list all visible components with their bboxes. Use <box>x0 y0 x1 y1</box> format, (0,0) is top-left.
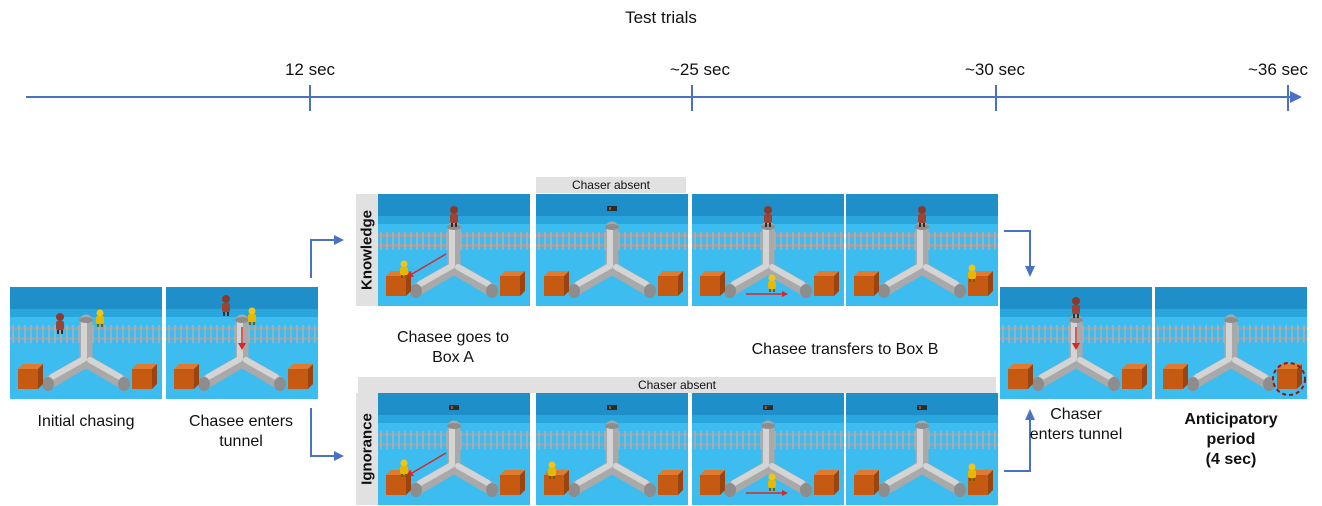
box-a <box>386 271 411 296</box>
panel-ignorance-3 <box>692 393 844 505</box>
caption-chaser-enters-tunnel: Chaser enters tunnel <box>1029 406 1123 443</box>
box-b <box>814 470 839 495</box>
chasee-figure <box>968 463 976 481</box>
chasee-figure <box>768 473 776 491</box>
box-a <box>18 364 43 389</box>
chaser-figure <box>764 206 772 227</box>
knowledge-label: Knowledge <box>356 194 378 306</box>
box-a <box>700 271 725 296</box>
chaser-figure <box>449 405 459 410</box>
chasee-figure <box>96 309 104 327</box>
box-b <box>658 271 683 296</box>
scene-drawing <box>846 393 998 505</box>
box-a <box>1163 364 1188 389</box>
chasee-figure <box>248 307 256 325</box>
box-a <box>544 470 569 495</box>
box-a <box>700 470 725 495</box>
movement-arrow <box>407 253 447 277</box>
panel-ignorance-4 <box>846 393 998 505</box>
box-b <box>132 364 157 389</box>
chasee-figure <box>400 260 408 278</box>
tick-label-12: 12 sec <box>284 60 336 79</box>
panel-knowledge-1 <box>378 194 530 306</box>
panel-knowledge-4 <box>846 194 998 306</box>
caption-box-b: Chasee transfers to Box B <box>751 341 939 358</box>
flow-arrow-to-ignorance <box>310 408 336 457</box>
scene-drawing <box>1000 287 1152 399</box>
knowledge-chaser-absent-banner: Chaser absent <box>536 177 686 193</box>
scene-drawing <box>536 194 688 306</box>
box-b <box>288 364 313 389</box>
panel-knowledge-2 <box>536 194 688 306</box>
chaser-figure <box>607 206 617 211</box>
tick-label-25: ~25 sec <box>669 60 731 79</box>
box-a <box>386 470 411 495</box>
chaser-figure <box>763 405 773 410</box>
tick-label-30: ~30 sec <box>964 60 1026 79</box>
chaser-figure <box>918 206 926 227</box>
target-box-highlight <box>1272 362 1306 396</box>
movement-arrow <box>746 490 788 496</box>
scene-drawing <box>692 393 844 505</box>
movement-arrow <box>407 452 447 476</box>
chaser-figure <box>450 206 458 227</box>
scene-drawing <box>692 194 844 306</box>
box-b <box>1277 364 1302 389</box>
panel-anticipatory-period <box>1155 287 1307 399</box>
chaser-figure <box>56 313 64 334</box>
chasee-figure <box>400 459 408 477</box>
caption-anticipatory-period: Anticipatory period (4 sec) <box>1184 411 1278 468</box>
box-a <box>854 271 879 296</box>
scene-drawing <box>1155 287 1307 399</box>
scene-drawing <box>10 287 162 399</box>
flow-arrow-to-knowledge <box>310 239 336 278</box>
box-a <box>174 364 199 389</box>
chasee-figure <box>768 274 776 292</box>
scene-drawing <box>846 194 998 306</box>
caption-initial-chasing: Initial chasing <box>37 413 135 430</box>
chaser-figure <box>222 295 230 316</box>
panel-chasee-enters-tunnel <box>166 287 318 399</box>
figure-title: Test trials <box>625 8 697 27</box>
scene-drawing <box>378 194 530 306</box>
chaser-figure <box>1072 297 1080 318</box>
movement-arrow <box>1072 327 1080 350</box>
panel-ignorance-2 <box>536 393 688 505</box>
flow-arrow-from-knowledge <box>1004 230 1031 268</box>
scene-drawing <box>166 287 318 399</box>
panel-ignorance-1 <box>378 393 530 505</box>
box-b <box>500 470 525 495</box>
chasee-figure <box>548 461 556 479</box>
box-b <box>658 470 683 495</box>
scene-drawing <box>378 393 530 505</box>
timeline-arrowhead <box>1290 91 1302 103</box>
ignorance-label: Ignorance <box>356 393 378 505</box>
caption-chasee-enters-tunnel: Chasee enters tunnel <box>188 413 294 450</box>
panel-knowledge-3 <box>692 194 844 306</box>
scene-drawing <box>536 393 688 505</box>
panel-chaser-enters-tunnel <box>1000 287 1152 399</box>
box-b <box>814 271 839 296</box>
box-b <box>500 271 525 296</box>
chaser-figure <box>917 405 927 410</box>
flow-arrow-from-ignorance <box>1004 418 1031 472</box>
box-a <box>854 470 879 495</box>
box-a <box>544 271 569 296</box>
chaser-figure <box>607 405 617 410</box>
chasee-figure <box>968 264 976 282</box>
caption-box-a: Chasee goes to Box A <box>396 329 510 366</box>
box-b <box>1122 364 1147 389</box>
panel-initial-chasing <box>10 287 162 399</box>
box-a <box>1008 364 1033 389</box>
tick-label-36: ~36 sec <box>1247 60 1309 79</box>
ignorance-chaser-absent-banner: Chaser absent <box>358 377 996 393</box>
movement-arrow <box>238 327 246 350</box>
movement-arrow <box>746 291 788 297</box>
